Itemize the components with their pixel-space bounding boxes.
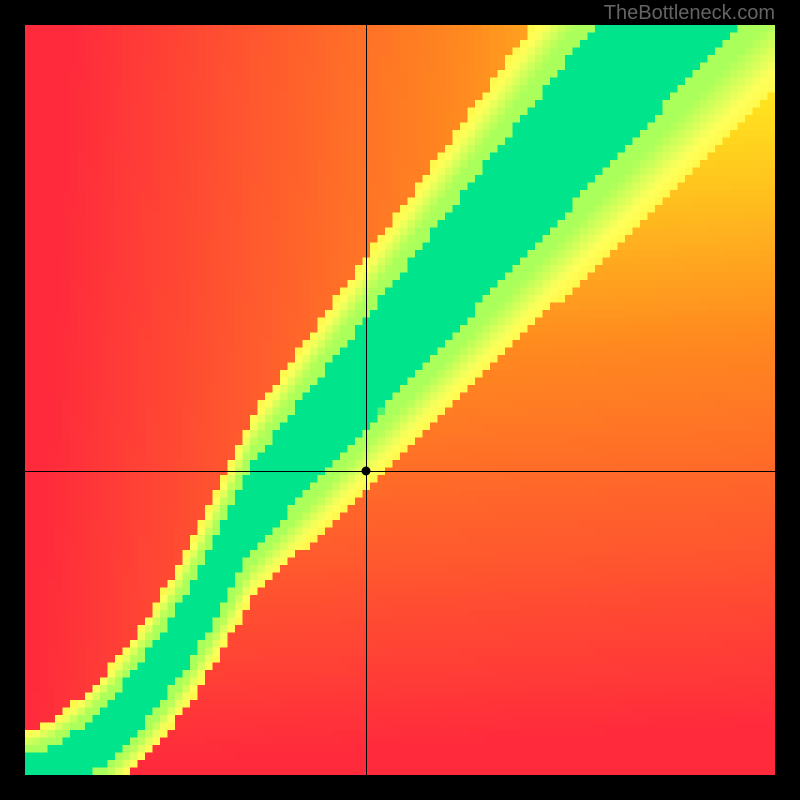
crosshair-vertical bbox=[366, 25, 367, 775]
watermark-text: TheBottleneck.com bbox=[604, 2, 775, 25]
crosshair-horizontal bbox=[25, 471, 775, 472]
chart-container bbox=[0, 0, 800, 800]
heatmap-canvas bbox=[25, 25, 775, 775]
bottleneck-marker bbox=[362, 467, 371, 476]
